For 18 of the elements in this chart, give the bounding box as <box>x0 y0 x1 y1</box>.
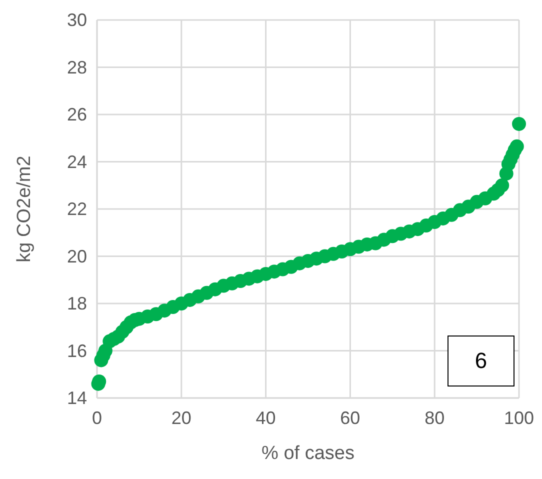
y-tick-label: 24 <box>66 152 87 172</box>
y-tick-label: 28 <box>66 57 87 78</box>
y-tick-label: 14 <box>66 388 87 408</box>
y-axis-title: kg CO2e/m2 <box>14 156 35 262</box>
y-tick-label: 16 <box>66 340 87 361</box>
x-tick-label: 40 <box>256 408 276 428</box>
y-tick-label: 18 <box>66 294 87 314</box>
x-tick-label: 0 <box>92 408 102 428</box>
x-tick-label: 80 <box>424 408 445 428</box>
annotation: 6 <box>474 348 488 373</box>
y-tick-label: 26 <box>66 104 87 124</box>
y-tick-label: 30 <box>66 10 87 30</box>
x-tick-label: 20 <box>171 408 192 428</box>
y-tick-label: 20 <box>66 246 87 266</box>
x-axis-title: % of cases <box>262 443 354 464</box>
x-tick-label: 100 <box>504 408 534 428</box>
y-tick-label: 22 <box>66 199 87 219</box>
x-tick-label: 60 <box>340 408 360 428</box>
